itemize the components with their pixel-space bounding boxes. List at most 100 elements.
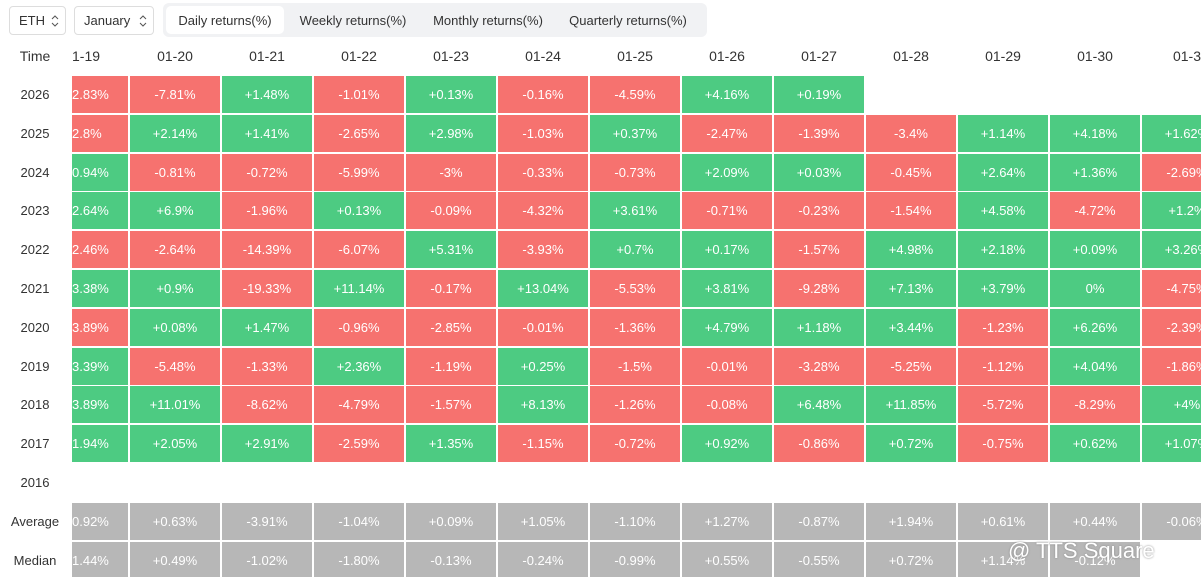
- tab[interactable]: Daily returns(%): [166, 6, 284, 34]
- return-cell: -1.03%: [498, 114, 588, 152]
- return-cell: +4.04%: [1050, 347, 1140, 385]
- column-header: 01-20: [157, 48, 193, 64]
- return-cell: 2.64%: [72, 192, 128, 230]
- return-cell: +1.36%: [1050, 153, 1140, 191]
- return-cell: -0.01%: [498, 308, 588, 346]
- return-cell: +0.72%: [866, 425, 956, 463]
- return-cell: +0.49%: [130, 541, 220, 577]
- return-cell: -3.93%: [498, 231, 588, 269]
- return-cell: +3.79%: [958, 270, 1048, 307]
- return-cell: 1.44%: [72, 541, 128, 577]
- return-cell: -1.96%: [222, 192, 312, 230]
- column-header: 01-24: [525, 48, 561, 64]
- return-cell: +1.48%: [222, 76, 312, 113]
- column-header: 01-21: [249, 48, 285, 64]
- return-cell: +0.62%: [1050, 425, 1140, 463]
- return-cell: +4%: [1142, 386, 1201, 424]
- month-label: January: [84, 13, 131, 28]
- return-cell: -1.33%: [222, 347, 312, 385]
- return-cell: -1.23%: [958, 308, 1048, 346]
- return-cell: -3.28%: [774, 347, 864, 385]
- return-cell: -1.36%: [590, 308, 680, 346]
- return-cell: +0.44%: [1050, 502, 1140, 540]
- return-cell: -1.57%: [774, 231, 864, 269]
- chevron: [139, 15, 147, 27]
- return-cell: +0.55%: [682, 541, 772, 577]
- return-cell: -1.04%: [314, 502, 404, 540]
- row-label: 2020: [20, 319, 50, 335]
- return-cell: -5.72%: [958, 386, 1048, 424]
- column-header: 01-30: [1077, 48, 1113, 64]
- return-cell: +1.41%: [222, 114, 312, 152]
- return-cell: -0.23%: [774, 192, 864, 230]
- return-cell: +2.36%: [314, 347, 404, 385]
- return-cell: 2.8%: [72, 114, 128, 152]
- column-header: 01-22: [341, 48, 377, 64]
- month-select[interactable]: January: [74, 6, 154, 35]
- return-cell: -2.47%: [682, 114, 772, 152]
- return-cell: 2.46%: [72, 231, 128, 269]
- column-header: 01-27: [801, 48, 837, 64]
- return-cell: +5.31%: [406, 231, 496, 269]
- return-cell: +4.79%: [682, 308, 772, 346]
- return-cell: +2.14%: [130, 114, 220, 152]
- return-cell: -0.45%: [866, 153, 956, 191]
- return-cell: -4.72%: [1050, 192, 1140, 230]
- row-label: 2026: [20, 87, 50, 102]
- return-cell: +4.18%: [1050, 114, 1140, 152]
- return-cell: 3.89%: [72, 386, 128, 424]
- return-cell: +1.07%: [1142, 425, 1201, 463]
- row-label: 2023: [20, 203, 50, 219]
- return-cell: -0.13%: [406, 541, 496, 577]
- return-cell: +1.14%: [958, 541, 1048, 577]
- return-cell: +1.47%: [222, 308, 312, 346]
- return-cell: 2.83%: [72, 76, 128, 113]
- return-cell: +1.2%: [1142, 192, 1201, 230]
- return-cell: +0.63%: [130, 502, 220, 540]
- return-cell: -1.26%: [590, 386, 680, 424]
- return-cell: +0.17%: [682, 231, 772, 269]
- return-cell: 3.39%: [72, 347, 128, 385]
- return-cell: +0.37%: [590, 114, 680, 152]
- return-cell: -0.09%: [406, 192, 496, 230]
- return-cell: +13.04%: [498, 270, 588, 307]
- return-cell: -0.55%: [774, 541, 864, 577]
- return-cell: -8.29%: [1050, 386, 1140, 424]
- row-label: 2018: [20, 397, 50, 413]
- row-label: 2022: [20, 242, 50, 258]
- return-cell: -9.28%: [774, 270, 864, 307]
- return-cell: +11.14%: [314, 270, 404, 307]
- asset-label: ETH: [19, 13, 45, 28]
- return-cell: +8.13%: [498, 386, 588, 424]
- column-header: 01-25: [617, 48, 653, 64]
- tab[interactable]: Quarterly returns(%): [569, 12, 687, 28]
- return-cell: -2.85%: [406, 308, 496, 346]
- return-cell: -0.33%: [498, 153, 588, 191]
- asset-select[interactable]: ETH: [9, 6, 66, 35]
- column-header: 01-28: [893, 48, 929, 64]
- return-cell: +2.64%: [958, 153, 1048, 191]
- tab[interactable]: Monthly returns(%): [433, 12, 543, 28]
- return-cell: -1.01%: [314, 76, 404, 113]
- return-cell: +0.03%: [774, 153, 864, 191]
- return-cell: -1.54%: [866, 192, 956, 230]
- return-cell: +6.9%: [130, 192, 220, 230]
- return-cell: +1.62%: [1142, 114, 1201, 152]
- return-cell: +1.27%: [682, 502, 772, 540]
- return-cell: -0.81%: [130, 153, 220, 191]
- return-cell: -0.87%: [774, 502, 864, 540]
- return-cell: -6.07%: [314, 231, 404, 269]
- return-cell: +3.26%: [1142, 231, 1201, 269]
- return-cell: +0.08%: [130, 308, 220, 346]
- return-cell: 0%: [1050, 270, 1140, 307]
- return-cell: -5.53%: [590, 270, 680, 307]
- return-cell: -0.72%: [222, 153, 312, 191]
- return-cell: -4.79%: [314, 386, 404, 424]
- return-cell: -5.25%: [866, 347, 956, 385]
- return-cell: -1.39%: [774, 114, 864, 152]
- return-cell: +0.92%: [682, 425, 772, 463]
- return-cell: -1.5%: [590, 347, 680, 385]
- tab[interactable]: Weekly returns(%): [299, 12, 407, 28]
- return-cell: -2.65%: [314, 114, 404, 152]
